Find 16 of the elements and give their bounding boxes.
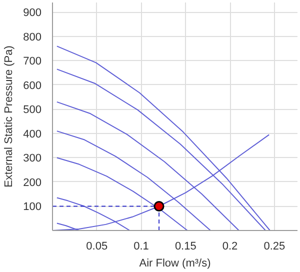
y-tick-label: 200 — [23, 176, 42, 189]
x-tick-label: 0.1 — [134, 240, 149, 252]
y-axis-title: External Static Pressure (Pa) — [3, 46, 16, 188]
y-tick-label: 300 — [23, 152, 42, 165]
x-tick-label: 0.25 — [264, 240, 286, 252]
x-axis-title: Air Flow (m³/s) — [139, 258, 211, 270]
y-tick-label: 600 — [23, 80, 42, 92]
x-tick-label: 0.2 — [222, 240, 238, 252]
y-tick-label: 900 — [23, 7, 42, 20]
y-tick-label: 500 — [23, 104, 42, 116]
x-tick-label: 0.15 — [174, 240, 196, 252]
y-tick-label: 800 — [23, 31, 42, 44]
y-tick-label: 700 — [23, 56, 42, 68]
y-tick-label: 100 — [23, 201, 42, 214]
x-tick-label: 0.05 — [86, 240, 108, 252]
y-tick-label: 400 — [23, 128, 42, 140]
